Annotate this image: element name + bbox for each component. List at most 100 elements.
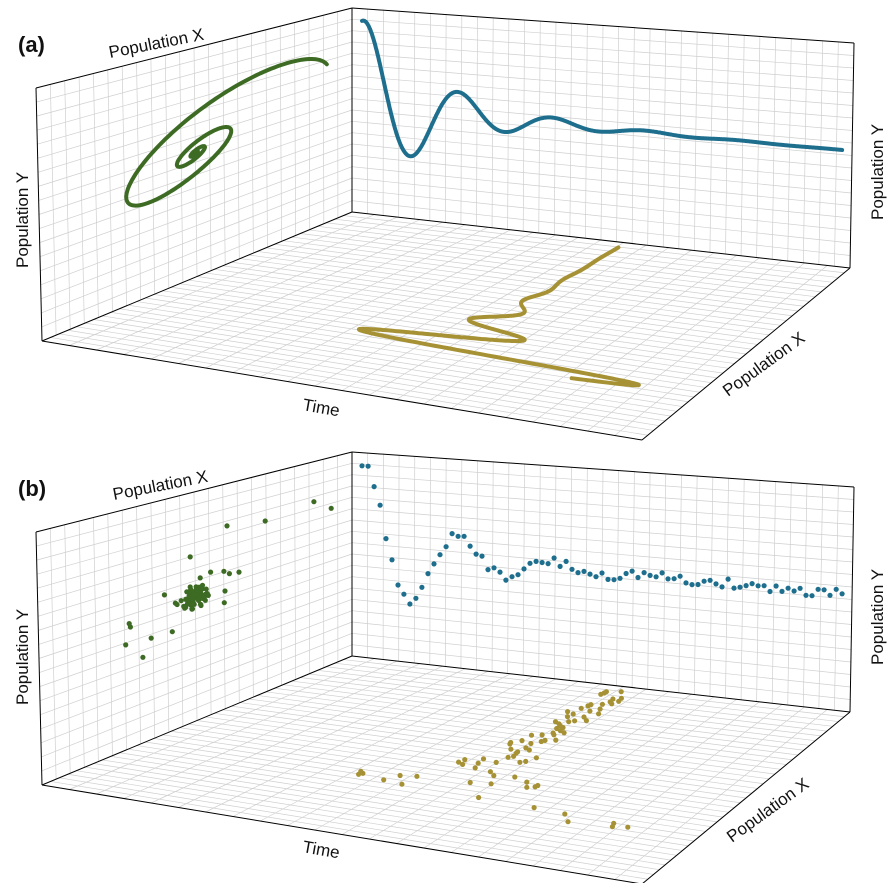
left-wall-b-gridline — [38, 530, 353, 631]
back-wall-a-gridline — [351, 132, 852, 181]
floor-b-gridline — [396, 688, 647, 844]
series-b-phase — [123, 499, 334, 660]
floor-a-gridline — [69, 214, 375, 346]
floor-a-gridline — [478, 252, 715, 414]
frame-b-edge — [642, 711, 851, 883]
grid-b — [36, 453, 854, 880]
floor-a-gridline — [396, 244, 647, 400]
time-x-b-point — [397, 772, 403, 779]
phase-b-point — [222, 588, 228, 594]
time-y-b-point — [545, 561, 551, 567]
time-y-b-point — [509, 574, 515, 580]
left-wall-b-gridline — [36, 474, 353, 561]
back-wall-a-gridline — [351, 166, 851, 219]
floor-b-gridline — [614, 709, 828, 880]
time-y-b-point — [659, 570, 665, 576]
floor-b-gridline — [69, 658, 375, 790]
frame-a — [35, 7, 855, 441]
time-y-b-point — [689, 582, 695, 588]
time-x-b-point — [599, 701, 606, 707]
phase-b-point — [224, 523, 230, 529]
back-wall-b-gridline — [351, 644, 851, 700]
back-wall-a-gridline — [351, 75, 853, 119]
axis-label-b-phase-left: Population Y — [13, 609, 32, 705]
back-wall-b-gridline — [351, 542, 853, 588]
time-x-b-point — [562, 811, 568, 817]
time-x-b-point — [399, 781, 405, 787]
phase-b-point — [236, 569, 242, 575]
time-x-b-point — [603, 689, 610, 695]
floor-a-gridline — [614, 265, 828, 436]
floor-a-gridline — [260, 232, 534, 378]
back-wall-b-gridline — [351, 485, 854, 525]
axis-label-b-floor-front: Time — [301, 837, 341, 862]
back-wall-b-gridline — [351, 496, 854, 538]
back-wall-b-gridline — [351, 576, 852, 625]
back-wall-b-gridline — [351, 598, 852, 650]
time-y-b-point — [785, 585, 791, 591]
time-x-b-point — [596, 711, 602, 717]
phase-b-point — [221, 568, 227, 574]
left-wall-a-gridline — [40, 166, 353, 286]
left-wall-a-gridline — [41, 200, 353, 328]
time-y-b-point — [779, 588, 785, 595]
left-wall-a-gridline — [36, 18, 353, 103]
time-y-b-point — [455, 533, 461, 539]
time-x-b-point — [519, 738, 525, 744]
phase-b-point — [199, 586, 205, 592]
phase-b-point — [226, 571, 232, 577]
time-y-b-point — [425, 571, 431, 577]
left-wall-a-gridline — [37, 52, 353, 145]
time-x-b-point — [512, 774, 518, 780]
frame-b — [35, 451, 855, 883]
time-y-b-point — [683, 580, 689, 586]
phase-b-point — [311, 499, 317, 505]
left-wall-b-gridline — [36, 485, 353, 575]
left-wall-a-gridline — [38, 109, 353, 215]
time-x-b-point — [554, 725, 560, 732]
time-y-b-point — [827, 592, 833, 598]
floor-a-gridline — [205, 226, 488, 369]
time-x-b-point — [588, 702, 594, 708]
left-wall-b-gridline — [37, 519, 353, 617]
time-y-b-point — [491, 565, 497, 571]
phase-b-point — [208, 569, 214, 575]
floor-b-gridline — [205, 670, 488, 813]
time-y-b-point — [677, 573, 683, 579]
time-x-b-point — [552, 719, 559, 725]
axis-label-b-floor-right: Population X — [723, 774, 812, 846]
time-x-b-point — [550, 730, 556, 736]
back-wall-a-gridline — [351, 120, 852, 169]
floor-a-gridline — [314, 237, 579, 387]
frame-a-edge — [351, 7, 855, 44]
panel-label-b: (b) — [18, 476, 46, 501]
left-wall-b-gridline — [37, 508, 353, 603]
series-a-time-x — [356, 245, 641, 388]
time-y-b-point — [431, 561, 437, 567]
frame-a-edge — [41, 340, 643, 441]
left-wall-b-gridline — [39, 587, 353, 701]
time-x-b-point — [381, 777, 387, 783]
time-x-b-point — [508, 739, 514, 746]
time-x-b-point — [566, 719, 572, 725]
time-y-b-point — [359, 463, 365, 469]
floor-a-gridline — [559, 260, 783, 427]
frame-b-edge — [351, 451, 855, 488]
time-y-b-point — [533, 558, 539, 565]
left-wall-a-gridline — [36, 41, 353, 131]
left-wall-b-gridline — [40, 599, 353, 716]
left-wall-b-gridline — [39, 576, 353, 687]
time-y-b-point — [557, 563, 563, 570]
phase-b-point — [123, 642, 129, 648]
frame-b-edge — [35, 531, 43, 786]
time-y-b-point — [605, 576, 611, 583]
floor-a-gridline — [123, 219, 421, 355]
back-wall-a-gridline — [351, 188, 851, 244]
back-wall-b-gridline — [351, 632, 851, 688]
time-x-b-point — [539, 732, 545, 738]
phase-b-point — [197, 575, 203, 581]
time-y-b-point — [809, 593, 815, 599]
phase-b-point — [178, 598, 184, 604]
phase-a-line — [124, 57, 329, 208]
